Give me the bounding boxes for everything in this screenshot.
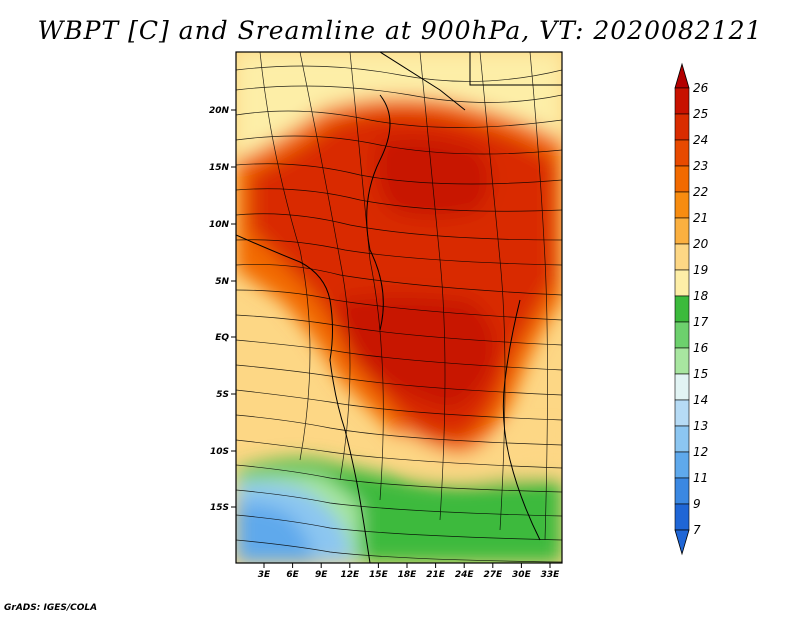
- lat-tick-label: 5S: [216, 390, 229, 400]
- colorbar-label: 16: [693, 341, 709, 355]
- colorbar-label: 25: [693, 107, 708, 121]
- lat-tick-label: 15N: [209, 163, 230, 173]
- colorbar-label: 26: [693, 81, 709, 95]
- map-frame: [235, 51, 563, 564]
- colorbar-label: 11: [693, 471, 708, 485]
- colorbar-label: 20: [693, 237, 709, 251]
- lon-tick-label: 21E: [426, 570, 446, 580]
- colorbar-segment: [674, 217, 690, 245]
- lon-tick-label: 12E: [340, 570, 360, 580]
- colorbar-label: 14: [693, 393, 708, 407]
- lon-tick-label: 18E: [398, 570, 418, 580]
- colorbar-label: 12: [693, 445, 708, 459]
- lat-tick-label: 10N: [209, 220, 230, 230]
- colorbar-label: 13: [693, 419, 708, 433]
- coastline: [236, 52, 562, 563]
- colorbar-segment: [674, 321, 690, 349]
- colorbar-segment: [674, 295, 690, 323]
- lat-tick-label: EQ: [215, 333, 229, 343]
- colorbar-segment: [674, 451, 690, 479]
- colorbar-segment: [674, 269, 690, 297]
- colorbar-label: 21: [693, 211, 708, 225]
- colorbar-label: 15: [693, 367, 708, 381]
- colorbar-label: 7: [693, 523, 701, 537]
- colorbar-label: 17: [693, 315, 709, 329]
- colorbar-label: 24: [693, 133, 708, 147]
- colorbar-label: 22: [693, 185, 708, 199]
- lat-tick-label: 20N: [209, 106, 230, 116]
- colorbar-segment: [674, 165, 690, 193]
- lon-tick-label: 33E: [541, 570, 561, 580]
- lon-tick-label: 27E: [483, 570, 503, 580]
- colorbar-top-arrow: [674, 62, 690, 89]
- lon-tick-label: 9E: [315, 570, 328, 580]
- colorbar-label: 9: [693, 497, 701, 511]
- colorbar-label: 19: [693, 263, 708, 277]
- colorbar-segment: [674, 347, 690, 375]
- colorbar-segment: [674, 503, 690, 531]
- colorbar-segment: [674, 113, 690, 141]
- wbpt-shading: [236, 52, 562, 563]
- streamlines: [236, 52, 562, 563]
- colorbar-segment: [674, 425, 690, 453]
- colorbar-segment: [674, 477, 690, 505]
- latitude-axis: 20N 15N 10N 5N EQ 5S 10S 15S: [209, 106, 236, 513]
- colorbar-segment: [674, 243, 690, 271]
- longitude-axis: 3E 6E 9E 12E 15E 18E 21E 24E 27E 30E 33E: [258, 563, 560, 580]
- grads-credit: GrADS: IGES/COLA: [4, 603, 98, 613]
- lon-tick-label: 15E: [369, 570, 389, 580]
- colorbar-bottom-arrow: [674, 529, 690, 556]
- lat-tick-label: 15S: [210, 503, 229, 513]
- colorbar-segment: [674, 373, 690, 401]
- lat-tick-label: 10S: [210, 447, 229, 457]
- lon-tick-label: 24E: [455, 570, 475, 580]
- map-title: WBPT [C] and Sreamline at 900hPa, VT: 20…: [37, 16, 763, 45]
- lat-tick-label: 5N: [215, 277, 229, 287]
- colorbar-segment: [674, 87, 690, 115]
- colorbar: 26 25 24 23 22 21 20 19 18 17 16 15 14 13 12 11 9 7: [674, 62, 709, 556]
- lon-tick-label: 6E: [286, 570, 299, 580]
- colorbar-label: 23: [693, 159, 708, 173]
- colorbar-label: 18: [693, 289, 709, 303]
- colorbar-segment: [674, 191, 690, 219]
- lon-tick-label: 30E: [512, 570, 532, 580]
- colorbar-segment: [674, 399, 690, 427]
- colorbar-segment: [674, 139, 690, 167]
- lon-tick-label: 3E: [258, 570, 271, 580]
